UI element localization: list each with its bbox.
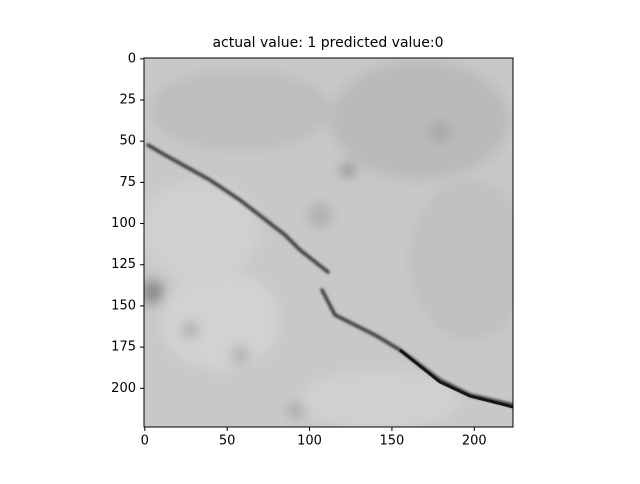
y-tick-label: 0 xyxy=(128,51,136,66)
image xyxy=(144,58,513,427)
y-tick-label: 200 xyxy=(111,381,136,396)
x-tick-label: 200 xyxy=(462,434,487,449)
y-tick-label: 150 xyxy=(111,298,136,313)
x-tick-label: 150 xyxy=(380,434,405,449)
y-tick-label: 75 xyxy=(119,175,136,190)
x-tick-label: 50 xyxy=(219,434,236,449)
axes-frame xyxy=(143,57,514,428)
y-tick-label: 100 xyxy=(111,216,136,231)
chart-title: actual value: 1 predicted value:0 xyxy=(212,35,443,51)
y-tick-label: 25 xyxy=(119,93,136,108)
y-tick-label: 125 xyxy=(111,257,136,272)
y-tick-label: 50 xyxy=(119,134,136,149)
x-tick-label: 100 xyxy=(297,434,322,449)
y-tick-label: 175 xyxy=(111,340,136,355)
x-tick-label: 0 xyxy=(141,434,149,449)
